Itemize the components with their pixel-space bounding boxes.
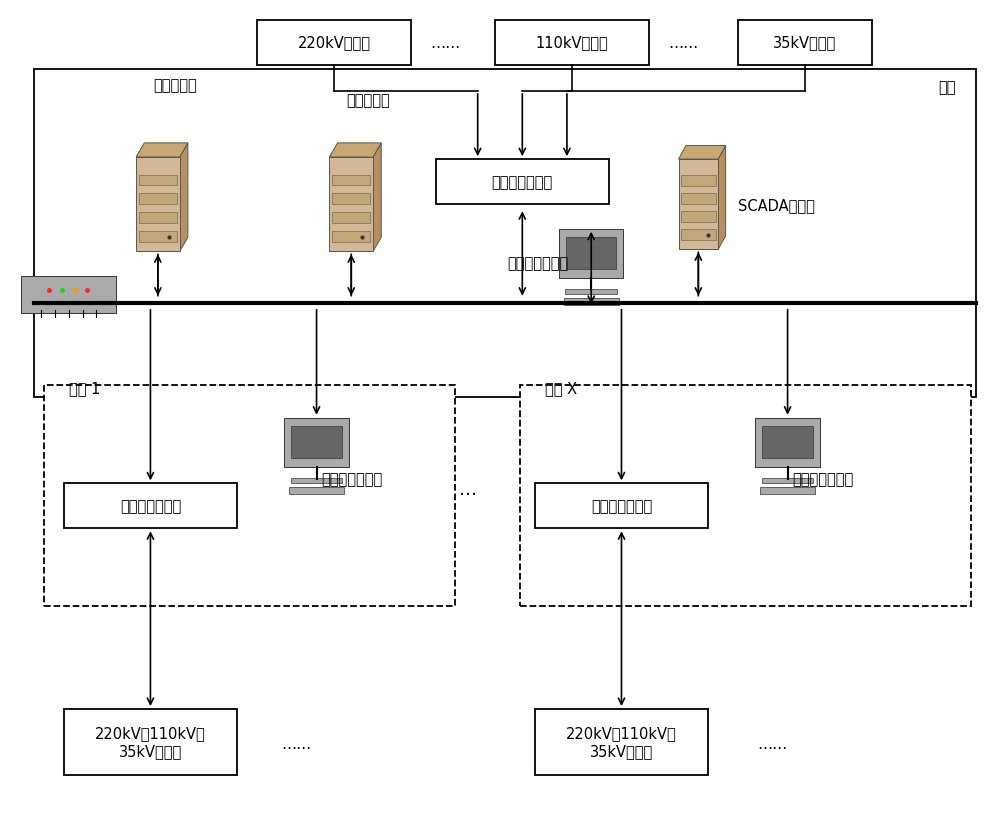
Text: 本地监视工作站: 本地监视工作站 xyxy=(507,256,568,271)
Bar xyxy=(64,484,237,529)
Bar xyxy=(762,478,813,483)
Bar xyxy=(681,212,716,223)
Text: …: … xyxy=(459,480,477,498)
Bar xyxy=(565,290,617,295)
Bar xyxy=(566,238,616,270)
Bar xyxy=(436,160,609,205)
Text: ……: …… xyxy=(282,736,312,751)
Text: 历史服务器: 历史服务器 xyxy=(346,93,390,108)
Text: 远程监视工作站: 远程监视工作站 xyxy=(322,471,383,486)
Text: 35kV变电站: 35kV变电站 xyxy=(773,36,837,51)
Polygon shape xyxy=(718,147,726,250)
Bar xyxy=(332,213,370,224)
Bar xyxy=(559,229,623,279)
Text: 应用服务器: 应用服务器 xyxy=(153,78,197,93)
Bar xyxy=(535,709,708,775)
Text: 地调: 地调 xyxy=(939,79,956,94)
Bar xyxy=(495,21,649,65)
Bar xyxy=(760,488,815,494)
Text: 220kV、110kV、
35kV变电站: 220kV、110kV、 35kV变电站 xyxy=(566,725,677,758)
Bar xyxy=(332,176,370,186)
Text: 220kV变电站: 220kV变电站 xyxy=(297,36,370,51)
Bar xyxy=(681,229,716,240)
Text: 远程监视工作站: 远程监视工作站 xyxy=(793,471,854,486)
Text: 采集设备及模块: 采集设备及模块 xyxy=(591,498,652,513)
Bar xyxy=(289,488,344,494)
Bar xyxy=(139,194,177,205)
Bar xyxy=(284,418,349,467)
Bar xyxy=(44,385,455,607)
Text: SCADA服务器: SCADA服务器 xyxy=(738,198,815,213)
Polygon shape xyxy=(373,144,381,252)
Bar xyxy=(332,194,370,205)
Bar xyxy=(332,232,370,243)
Bar xyxy=(34,70,976,397)
Bar xyxy=(139,176,177,186)
Text: ……: …… xyxy=(430,36,461,51)
Polygon shape xyxy=(678,147,726,160)
Polygon shape xyxy=(678,160,718,250)
Bar xyxy=(520,385,971,607)
Polygon shape xyxy=(136,158,180,252)
Text: 110kV变电站: 110kV变电站 xyxy=(536,36,608,51)
Polygon shape xyxy=(180,144,188,252)
Bar xyxy=(139,213,177,224)
Text: ……: …… xyxy=(758,736,788,751)
Bar xyxy=(762,426,813,459)
Bar xyxy=(64,709,237,775)
Bar xyxy=(291,478,342,483)
Bar xyxy=(681,176,716,186)
Bar xyxy=(738,21,872,65)
Bar xyxy=(291,426,342,459)
Bar xyxy=(681,194,716,205)
Text: ……: …… xyxy=(668,36,699,51)
Text: 采集设备及模块: 采集设备及模块 xyxy=(120,498,181,513)
Bar xyxy=(535,484,708,529)
Text: 县调 X: 县调 X xyxy=(545,381,577,396)
Text: 县调 1: 县调 1 xyxy=(69,381,100,396)
Bar xyxy=(139,232,177,243)
Bar xyxy=(755,418,820,467)
Polygon shape xyxy=(329,158,373,252)
Text: 采集设备及模块: 采集设备及模块 xyxy=(492,175,553,190)
Bar xyxy=(257,21,411,65)
Text: 220kV、110kV、
35kV变电站: 220kV、110kV、 35kV变电站 xyxy=(95,725,206,758)
FancyBboxPatch shape xyxy=(21,277,116,313)
Polygon shape xyxy=(136,144,188,158)
Bar xyxy=(564,299,619,306)
Polygon shape xyxy=(329,144,381,158)
